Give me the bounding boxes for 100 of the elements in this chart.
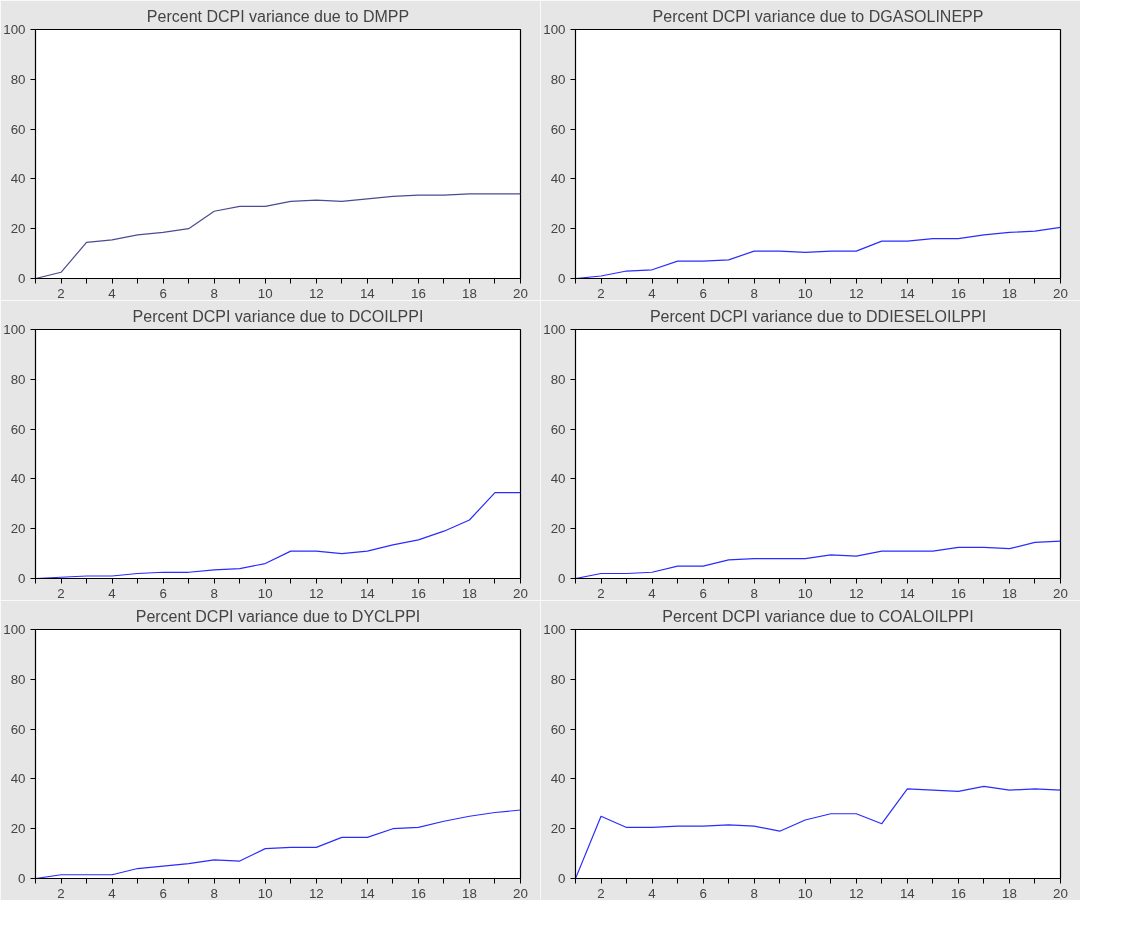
x-tick-label: 8 (210, 585, 218, 601)
y-tick-label: 60 (550, 721, 566, 737)
x-tick-label: 18 (462, 285, 477, 301)
x-tick-label: 4 (648, 885, 657, 901)
x-tick-label: 12 (848, 585, 864, 601)
x-tick-label: 16 (950, 885, 966, 901)
x-tick-label: 6 (699, 585, 707, 601)
x-tick-label: 8 (750, 585, 758, 601)
y-tick-label: 80 (10, 71, 26, 87)
y-tick-label: 20 (550, 821, 566, 837)
y-tick-label: 80 (550, 71, 566, 87)
x-tick-label: 18 (462, 585, 477, 601)
x-tick-label: 6 (159, 585, 167, 601)
x-tick-label: 20 (1053, 885, 1068, 901)
y-tick-label: 60 (550, 421, 566, 437)
x-tick-label: 14 (899, 885, 916, 901)
chart-title: Percent DCPI variance due to COALOILPPI (662, 607, 974, 625)
x-tick-label: 8 (750, 285, 758, 301)
x-tick-label: 20 (513, 285, 528, 301)
y-tick-label: 100 (543, 322, 566, 337)
y-tick-label: 100 (543, 22, 566, 37)
y-tick-label: 40 (550, 171, 566, 187)
y-tick-label: 100 (3, 322, 26, 337)
x-tick-label: 8 (210, 885, 218, 901)
x-tick-label: 20 (1053, 285, 1068, 301)
y-tick-label: 100 (3, 22, 26, 37)
x-tick-label: 10 (797, 885, 813, 901)
chart-title: Percent DCPI variance due to DYCLPPI (135, 607, 421, 625)
x-tick-label: 18 (1002, 585, 1017, 601)
chart-title: Percent DCPI variance due to DCOILPPI (132, 307, 424, 325)
x-tick-label: 4 (108, 585, 117, 601)
x-tick-label: 14 (359, 585, 376, 601)
y-tick-label: 20 (550, 521, 566, 537)
x-tick-label: 6 (159, 885, 167, 901)
y-tick-label: 80 (550, 371, 566, 387)
x-tick-label: 10 (797, 585, 813, 601)
y-tick-label: 40 (550, 471, 566, 487)
x-tick-label: 16 (410, 585, 426, 601)
y-tick-label: 0 (18, 271, 26, 286)
x-tick-label: 20 (513, 585, 528, 601)
x-tick-label: 10 (797, 285, 813, 301)
x-tick-label: 8 (210, 285, 218, 301)
x-tick-label: 18 (462, 885, 477, 901)
x-tick-label: 10 (257, 285, 273, 301)
x-tick-label: 12 (308, 585, 324, 601)
y-tick-label: 0 (558, 271, 566, 286)
x-tick-label: 10 (257, 885, 273, 901)
y-tick-label: 0 (18, 571, 26, 586)
y-tick-label: 60 (10, 721, 26, 737)
chart-title: Percent DCPI variance due to DGASOLINEPP (652, 7, 984, 25)
y-tick-label: 40 (10, 771, 26, 787)
chart-title: Percent DCPI variance due to DDIESELOILPPI (649, 307, 987, 325)
y-tick-label: 0 (18, 871, 26, 886)
x-tick-label: 6 (699, 885, 707, 901)
x-tick-label: 10 (257, 585, 273, 601)
x-tick-label: 4 (108, 285, 117, 301)
x-tick-label: 4 (648, 285, 657, 301)
y-tick-label: 20 (10, 521, 26, 537)
x-tick-label: 14 (359, 285, 376, 301)
x-tick-label: 16 (410, 885, 426, 901)
x-tick-label: 12 (308, 885, 324, 901)
x-tick-label: 14 (899, 285, 916, 301)
x-tick-label: 8 (750, 885, 758, 901)
x-tick-label: 2 (597, 585, 605, 601)
x-tick-label: 20 (513, 885, 528, 901)
y-tick-label: 20 (10, 821, 26, 837)
y-tick-label: 80 (10, 371, 26, 387)
x-tick-label: 14 (899, 585, 916, 601)
x-tick-label: 12 (308, 285, 324, 301)
y-tick-label: 60 (10, 421, 26, 437)
y-tick-label: 20 (10, 221, 26, 237)
x-tick-label: 6 (159, 285, 167, 301)
x-tick-label: 12 (848, 885, 864, 901)
x-tick-label: 16 (410, 285, 426, 301)
y-tick-label: 40 (550, 771, 566, 787)
x-tick-label: 18 (1002, 885, 1017, 901)
y-tick-label: 60 (10, 121, 26, 137)
x-tick-label: 2 (597, 885, 605, 901)
y-tick-label: 100 (3, 622, 26, 637)
x-tick-label: 2 (57, 285, 65, 301)
x-tick-label: 16 (950, 285, 966, 301)
y-tick-label: 60 (550, 121, 566, 137)
y-tick-label: 40 (10, 471, 26, 487)
x-tick-label: 2 (597, 285, 605, 301)
y-tick-label: 0 (558, 571, 566, 586)
y-tick-label: 20 (550, 221, 566, 237)
x-tick-label: 4 (648, 585, 657, 601)
chart-title: Percent DCPI variance due to DMPP (146, 7, 410, 25)
y-tick-label: 40 (10, 171, 26, 187)
y-tick-label: 0 (558, 871, 566, 886)
x-tick-label: 4 (108, 885, 117, 901)
x-tick-label: 2 (57, 585, 65, 601)
y-tick-label: 100 (543, 622, 566, 637)
x-tick-label: 16 (950, 585, 966, 601)
y-tick-label: 80 (550, 671, 566, 687)
y-tick-label: 80 (10, 671, 26, 687)
x-tick-label: 2 (57, 885, 65, 901)
x-tick-label: 12 (848, 285, 864, 301)
x-tick-label: 14 (359, 885, 376, 901)
x-tick-label: 18 (1002, 285, 1017, 301)
